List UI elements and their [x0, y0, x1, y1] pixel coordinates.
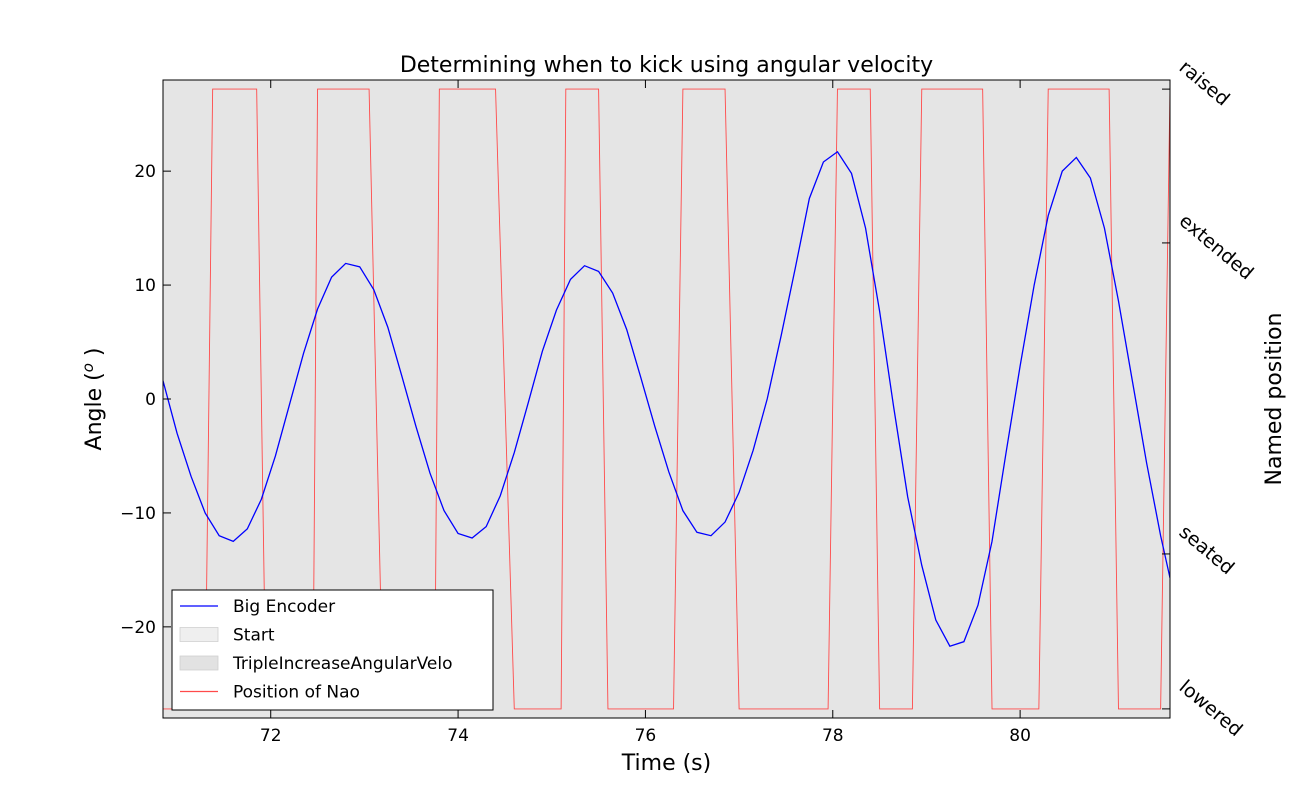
legend-label: TripleIncreaseAngularVelo [232, 654, 453, 674]
right-tick-label-raised: raised [1175, 56, 1234, 110]
x-tick-label: 78 [822, 726, 844, 746]
legend-label: Start [233, 626, 275, 646]
legend: Big Encoder Start TripleIncreaseAngularVel… [171, 589, 494, 711]
y-tick-label: −10 [120, 504, 156, 524]
series-line-big-encoder [163, 150, 1170, 648]
right-axis-label: Named position [1262, 312, 1287, 485]
right-axis: raised extended seated lowered [1162, 56, 1258, 741]
y-axis-unit-sup: o [79, 363, 97, 372]
x-tick-label: 80 [1009, 726, 1031, 746]
x-tick-label: 74 [447, 726, 469, 746]
y-axis-unit-close: ) [82, 348, 107, 364]
y-tick-label: 0 [145, 390, 156, 410]
x-tick-label: 72 [260, 726, 282, 746]
legend-frame [171, 589, 494, 711]
right-tick-label-seated: seated [1175, 521, 1239, 579]
x-axis: 72 74 76 78 80 [260, 80, 1031, 746]
series-line-position-of-nao [163, 88, 1170, 710]
right-tick-label-lowered: lowered [1175, 676, 1247, 741]
y-axis-label: Angle (o ) [79, 348, 107, 451]
legend-label: Position of Nao [233, 683, 360, 703]
right-tick-label-extended: extended [1175, 210, 1258, 284]
y-axis-unit-open: ( [82, 372, 107, 388]
y-tick-label: 20 [134, 162, 156, 182]
legend-swatch-patch [179, 627, 219, 642]
legend-swatch-patch [179, 655, 219, 671]
chart-title: Determining when to kick using angular v… [400, 53, 933, 78]
y-axis-label-text: Angle [82, 388, 107, 451]
y-tick-label: −20 [120, 618, 156, 638]
series-layer [163, 88, 1170, 710]
y-tick-label: 10 [134, 276, 156, 296]
legend-label: Big Encoder [233, 597, 335, 617]
y-axis: −20 −10 0 10 20 [120, 162, 171, 638]
x-tick-label: 76 [635, 726, 657, 746]
x-axis-label: Time (s) [621, 751, 711, 776]
